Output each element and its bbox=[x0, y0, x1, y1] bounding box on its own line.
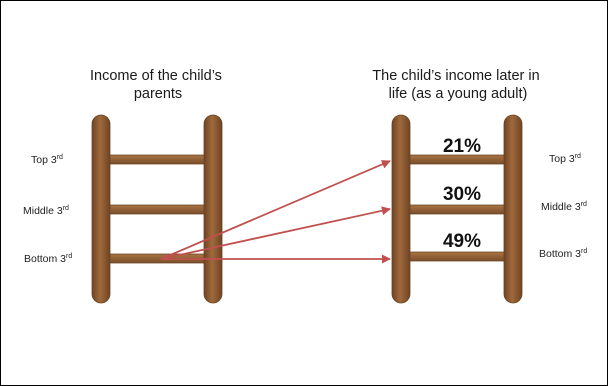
right-ladder bbox=[391, 114, 523, 304]
right-label-top: Top 3rd bbox=[549, 153, 581, 165]
arrow-to-top bbox=[160, 160, 391, 260]
percent-bottom: 49% bbox=[443, 231, 481, 252]
percent-top: 21% bbox=[443, 136, 481, 157]
left-ladder-rung-top bbox=[100, 154, 214, 165]
right-ladder-rail-right bbox=[503, 114, 523, 304]
right-ladder-title: The child’s income later in life (as a y… bbox=[372, 68, 543, 102]
right-label-middle: Middle 3rd bbox=[541, 201, 587, 213]
left-ladder-title: Income of the child’s parents bbox=[90, 68, 226, 102]
left-title-line-1: Income of the child’s bbox=[90, 68, 222, 84]
right-title-line-2: life (as a young adult) bbox=[389, 86, 528, 102]
left-title-line-2: parents bbox=[134, 86, 182, 102]
right-ladder-rail-left bbox=[391, 114, 411, 304]
left-label-top: Top 3rd bbox=[31, 154, 63, 166]
right-label-bottom: Bottom 3rd bbox=[539, 248, 587, 260]
left-ladder-rail-right bbox=[203, 114, 223, 304]
left-ladder bbox=[91, 114, 223, 304]
right-ladder-rung-middle bbox=[400, 204, 514, 215]
left-ladder-rail-left bbox=[91, 114, 111, 304]
left-label-middle: Middle 3rd bbox=[23, 205, 69, 217]
arrow-to-middle bbox=[160, 206, 391, 260]
left-ladder-rung-middle bbox=[100, 204, 214, 215]
percent-middle: 30% bbox=[443, 184, 481, 205]
mobility-arrows bbox=[160, 160, 391, 264]
left-label-bottom: Bottom 3rd bbox=[24, 253, 72, 265]
right-ladder-rung-bottom bbox=[400, 251, 514, 262]
right-title-line-1: The child’s income later in bbox=[372, 68, 539, 84]
